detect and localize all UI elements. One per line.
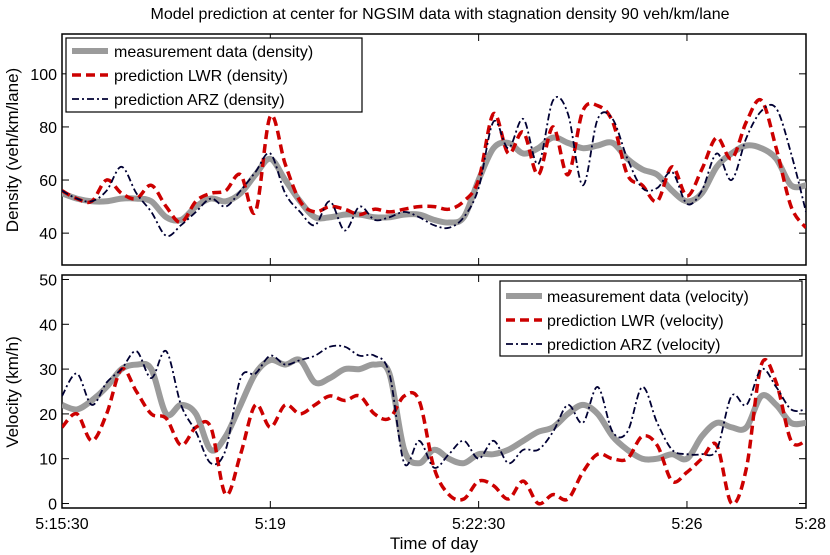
y-tick-label-velocity: 40 xyxy=(39,317,57,334)
y-tick-label-velocity: 50 xyxy=(39,272,57,289)
x-tick-label: 5:28 xyxy=(795,516,826,533)
density-legend-box xyxy=(65,37,363,113)
velocity-legend-box xyxy=(499,280,803,357)
x-axis-label: Time of day xyxy=(390,534,479,553)
legend-label-arz-density: prediction ARZ (density) xyxy=(114,92,285,109)
x-tick-label: 5:26 xyxy=(671,516,702,533)
x-tick-label: 5:19 xyxy=(255,516,286,533)
legend-label-arz-velocity: prediction ARZ (velocity) xyxy=(547,337,720,354)
velocity-legend: measurement data (velocity) prediction L… xyxy=(499,280,803,357)
series-line-measurement-velocity xyxy=(62,356,806,467)
y-tick-label-velocity: 20 xyxy=(39,407,57,424)
density-y-axis-label: Density (veh/km/lane) xyxy=(3,68,22,232)
y-tick-label-velocity: 30 xyxy=(39,362,57,379)
series-line-arz-density xyxy=(62,96,806,238)
y-tick-label-velocity: 0 xyxy=(48,497,57,514)
x-tick-label: 5:22:30 xyxy=(452,516,505,533)
density-legend: measurement data (density) prediction LW… xyxy=(65,37,363,113)
series-line-lwr-density xyxy=(62,97,806,229)
series-line-arz-velocity xyxy=(62,344,806,469)
series-line-lwr-velocity xyxy=(62,357,806,506)
velocity-series xyxy=(62,344,806,506)
y-tick-label-density: 40 xyxy=(39,226,57,243)
legend-label-measurement-velocity: measurement data (velocity) xyxy=(547,289,749,306)
density-y-tick-labels: 40 60 80 100 xyxy=(30,67,57,243)
legend-label-lwr-density: prediction LWR (density) xyxy=(114,68,288,85)
y-tick-label-density: 100 xyxy=(30,67,57,84)
legend-label-lwr-velocity: prediction LWR (velocity) xyxy=(547,313,724,330)
velocity-axis-ticks xyxy=(61,275,807,508)
y-tick-label-density: 60 xyxy=(39,173,57,190)
x-tick-label: 5:15:30 xyxy=(35,516,88,533)
velocity-y-axis-label: Velocity (km/h) xyxy=(3,336,22,447)
legend-label-measurement-density: measurement data (density) xyxy=(114,44,313,61)
y-tick-label-velocity: 10 xyxy=(39,452,57,469)
velocity-y-tick-labels: 0 10 20 30 40 50 xyxy=(39,272,57,513)
chart-title: Model prediction at center for NGSIM dat… xyxy=(151,6,730,23)
x-tick-labels: 5:15:30 5:19 5:22:30 5:26 5:28 xyxy=(35,516,826,533)
density-plot: 40 60 80 100 Density (veh/km/lane) measurem… xyxy=(3,33,807,266)
density-series xyxy=(62,96,806,238)
y-tick-label-density: 80 xyxy=(39,120,57,137)
velocity-plot: 0 10 20 30 40 50 5:15:30 5:19 5:22:30 5:26 5:28 V… xyxy=(3,272,826,553)
